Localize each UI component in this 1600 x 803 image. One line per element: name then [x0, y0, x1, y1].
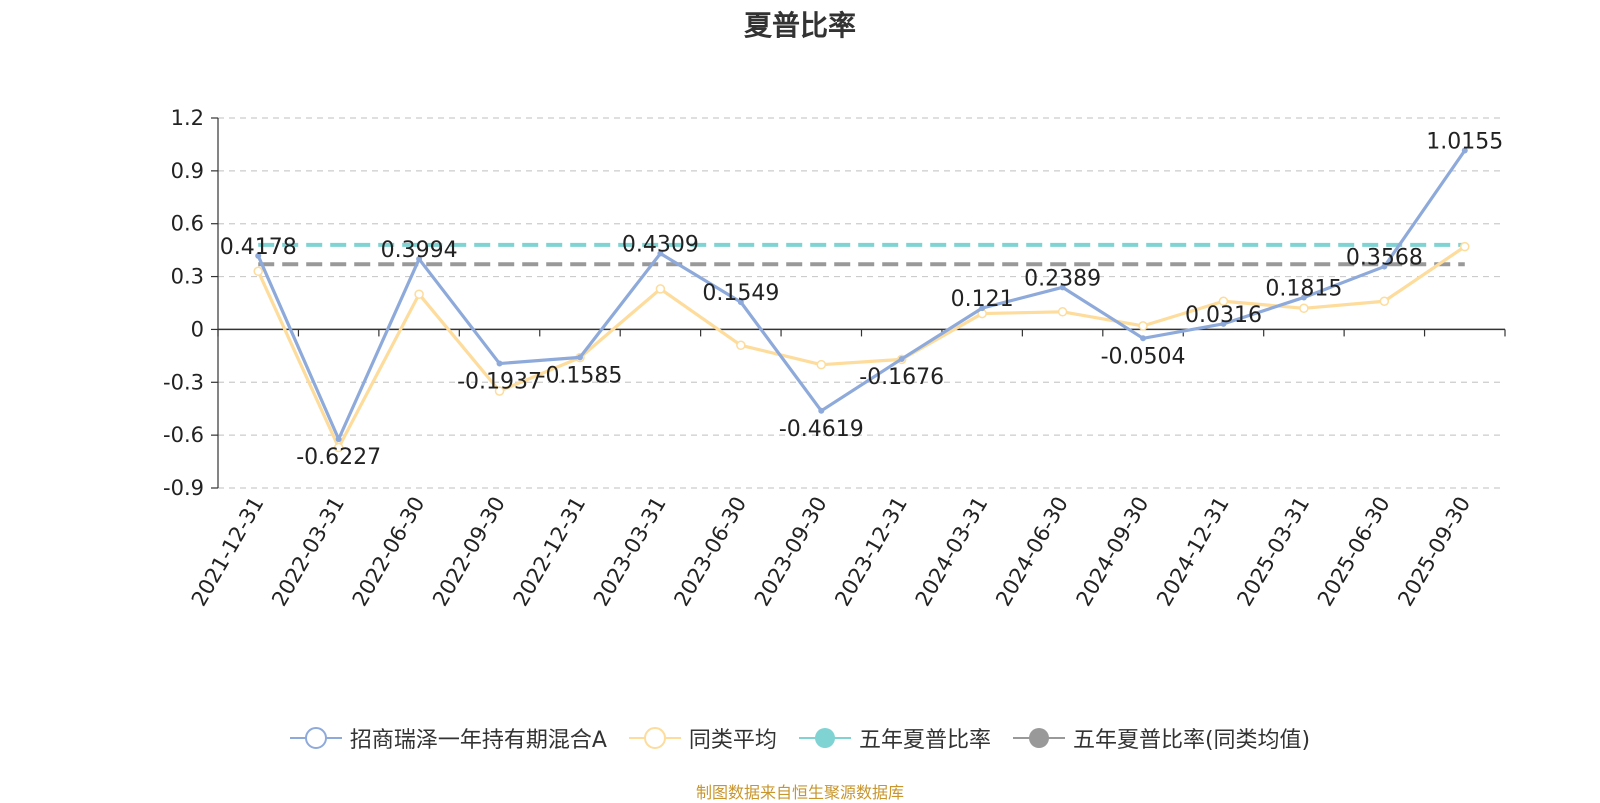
series-point	[414, 289, 424, 299]
series-point	[1138, 321, 1148, 331]
data-label: 0.3994	[381, 238, 458, 263]
data-label: 0.4178	[220, 235, 297, 260]
legend-label-five-year: 五年夏普比率	[858, 728, 991, 753]
series-point	[1140, 335, 1147, 342]
series-point	[657, 250, 664, 257]
series-point	[1218, 296, 1229, 306]
data-label: -0.6227	[296, 445, 381, 470]
x-tick-label: 2022-09-30	[428, 493, 510, 611]
legend-five-year-peer-marker-icon	[1012, 728, 1065, 748]
series-point	[1299, 303, 1309, 314]
series-line	[256, 245, 1466, 450]
chart-title: 夏普比率	[743, 9, 856, 42]
legend-item-five-year[interactable]: 五年夏普比率	[798, 722, 991, 754]
series-point	[1461, 147, 1468, 154]
series-point	[736, 340, 746, 351]
legend-fund-marker-icon	[289, 727, 342, 749]
legend: 招商瑞泽一年持有期混合A 同类平均 五年夏普比率 五年夏普比率(同类均值)	[0, 722, 1600, 754]
x-tick-label: 2023-03-31	[589, 493, 671, 611]
x-tick-label: 2021-12-31	[187, 493, 269, 611]
x-tick-label: 2025-09-30	[1393, 493, 1475, 611]
series-point	[898, 355, 905, 362]
series-point	[335, 436, 342, 443]
data-label: 1.0155	[1426, 130, 1503, 155]
y-tick-label: 0.9	[171, 159, 204, 183]
legend-item-peer-average[interactable]: 同类平均	[628, 722, 777, 754]
x-tick-label: 2024-12-31	[1152, 493, 1234, 611]
legend-peer-marker-icon	[628, 727, 681, 749]
x-tick-label: 2024-09-30	[1072, 493, 1154, 611]
y-tick-label: 0.6	[171, 212, 204, 236]
x-tick-label: 2025-06-30	[1313, 493, 1395, 611]
y-tick-label: 1.2	[171, 106, 204, 130]
y-tick-label: -0.3	[163, 370, 204, 394]
source-note: 制图数据来自恒生聚源数据库	[695, 783, 904, 802]
legend-label-peer-average: 同类平均	[688, 728, 777, 753]
series-point	[494, 386, 505, 396]
data-label: 0.3568	[1346, 246, 1423, 271]
series-point	[816, 359, 827, 370]
y-tick-label: -0.9	[163, 476, 204, 500]
data-label: 0.2389	[1024, 266, 1101, 291]
x-tick-label: 2025-03-31	[1232, 493, 1314, 611]
data-labels: 0.4178-0.62270.3994-0.1937-0.15850.43090…	[220, 130, 1504, 471]
axis-layer: 1.20.90.60.30-0.3-0.6-0.92021-12-312022-…	[163, 106, 1506, 611]
legend-item-five-year-peer[interactable]: 五年夏普比率(同类均值)	[1012, 722, 1311, 754]
data-label: 0.0316	[1185, 303, 1262, 328]
x-tick-label: 2023-12-31	[830, 493, 912, 611]
series-point	[737, 299, 744, 306]
series-point	[655, 284, 666, 294]
x-tick-label: 2024-06-30	[991, 493, 1073, 611]
series-point	[333, 442, 344, 453]
x-tick-label: 2022-06-30	[348, 493, 430, 611]
series-point	[255, 252, 262, 259]
x-tick-label: 2024-03-31	[911, 493, 993, 611]
x-tick-label: 2022-12-31	[508, 493, 590, 611]
data-label: 0.4309	[622, 233, 699, 258]
y-tick-label: 0	[191, 317, 204, 341]
data-label: 0.1815	[1265, 276, 1342, 301]
series-point	[253, 266, 263, 277]
series-point	[1300, 294, 1307, 301]
legend-label-fund: 招商瑞泽一年持有期混合A	[349, 728, 607, 753]
series-point	[1220, 320, 1227, 327]
y-tick-label: -0.6	[163, 423, 204, 447]
y-tick-label: 0.3	[171, 265, 204, 289]
series-point	[496, 360, 503, 367]
series-line	[256, 149, 1467, 441]
data-label: 0.121	[951, 287, 1014, 312]
series-point	[1379, 296, 1390, 306]
data-label: -0.4619	[779, 417, 864, 442]
legend-label-five-year-peer: 五年夏普比率(同类均值)	[1072, 728, 1311, 753]
series-point	[1057, 307, 1068, 317]
line-chart: 1.20.90.60.30-0.3-0.6-0.92021-12-312022-…	[163, 106, 1506, 611]
reference-lines	[258, 242, 1465, 267]
series-point	[818, 407, 825, 414]
series-point	[1460, 241, 1470, 252]
data-label: -0.1585	[538, 363, 623, 388]
series-layer	[253, 147, 1470, 453]
data-label: 0.1549	[702, 281, 779, 306]
legend-five-year-marker-icon	[798, 728, 851, 748]
data-label: -0.1937	[457, 370, 542, 395]
x-tick-label: 2022-03-31	[267, 493, 349, 611]
data-label: -0.0504	[1101, 344, 1186, 369]
series-point	[1381, 263, 1388, 270]
series-point	[576, 354, 583, 361]
legend-item-fund[interactable]: 招商瑞泽一年持有期混合A	[289, 722, 607, 754]
x-tick-label: 2023-09-30	[750, 493, 832, 611]
x-tick-label: 2023-06-30	[669, 493, 751, 611]
series-point	[416, 256, 423, 263]
series-point	[979, 305, 986, 312]
series-point	[1059, 284, 1066, 291]
data-label: -0.1676	[859, 365, 944, 390]
